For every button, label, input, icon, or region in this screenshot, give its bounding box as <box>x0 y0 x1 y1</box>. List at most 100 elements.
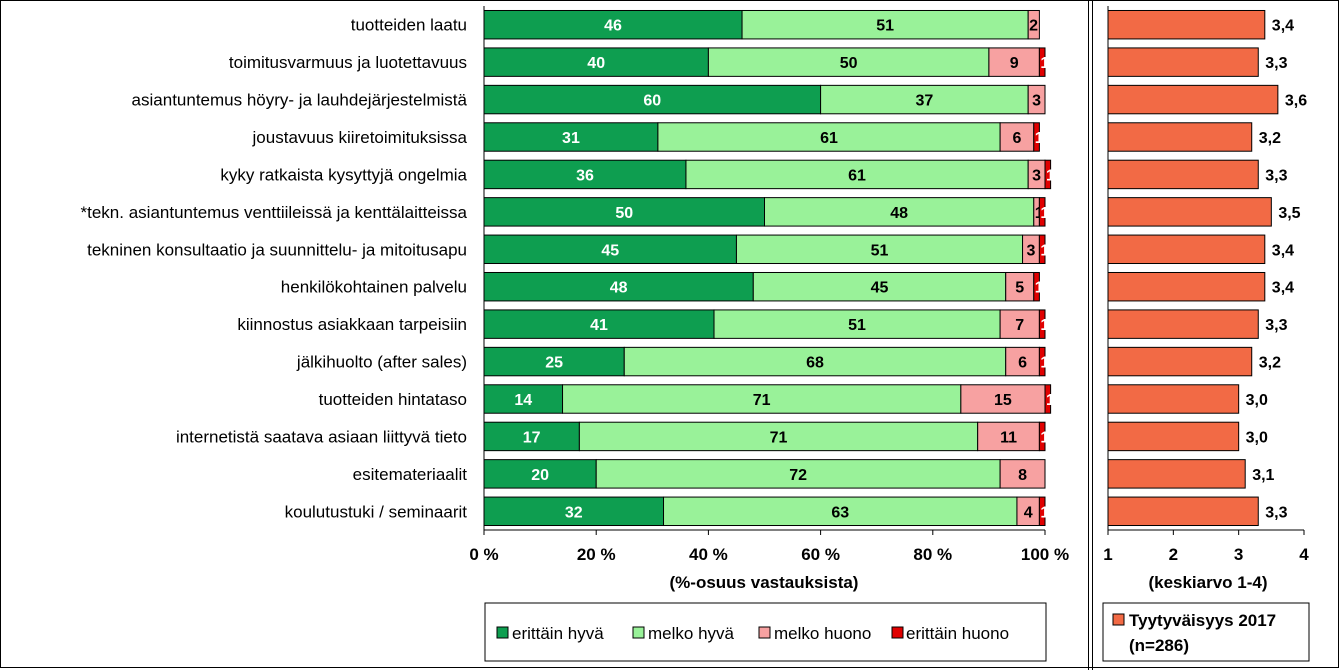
data-label: 1 <box>1040 205 1049 222</box>
average-data-label: 3,3 <box>1265 55 1287 72</box>
bar-segment <box>483 384 564 414</box>
panel-divider <box>1088 0 1093 670</box>
bar-segment <box>1038 346 1046 377</box>
x-axis-title-right: (keskiarvo 1-4) <box>1148 573 1267 592</box>
average-data-label: 3,3 <box>1265 317 1287 334</box>
average-bar <box>1107 459 1246 489</box>
category-label: kiinnostus asiakkaan tarpeisiin <box>237 315 467 334</box>
bar-segment <box>657 122 1001 152</box>
data-label: 61 <box>820 130 838 147</box>
average-data-label: 3,1 <box>1252 467 1274 484</box>
data-label: 2 <box>1029 18 1038 35</box>
x-tick-label-right: 1 <box>1103 545 1112 564</box>
data-label: 32 <box>565 504 583 521</box>
bar-segment <box>483 122 659 152</box>
bar-segment <box>483 234 737 265</box>
average-bar <box>1107 309 1259 339</box>
bar-segment <box>1044 384 1052 414</box>
bar-segment <box>752 271 1007 302</box>
legend-right: Tyytyväisyys 2017 (n=286) <box>1102 602 1310 662</box>
data-label: 7 <box>1015 317 1024 334</box>
data-label: 50 <box>840 55 858 72</box>
bar-segment <box>1038 496 1046 527</box>
category-label: tekninen konsultaatio ja suunnittelu- ja… <box>87 240 467 259</box>
data-label: 3 <box>1027 242 1036 259</box>
legend-label-melko-hyva: melko hyvä <box>648 624 735 643</box>
average-data-label: 3,5 <box>1278 205 1300 222</box>
data-label: 17 <box>523 429 541 446</box>
data-label: 1 <box>1040 355 1049 372</box>
average-bar <box>1107 47 1259 77</box>
bar-segment <box>685 159 1029 190</box>
data-label: 46 <box>604 18 622 35</box>
average-bar <box>1107 84 1279 115</box>
bar-segment <box>623 346 1007 377</box>
legend-swatch-erittain-hyva <box>496 626 509 639</box>
bar-segment <box>483 47 709 77</box>
average-data-label: 3,2 <box>1259 355 1281 372</box>
legend-swatch-melko-hyva <box>632 626 645 639</box>
data-label: 3 <box>1032 167 1041 184</box>
category-label: koulutustuki / seminaarit <box>285 502 468 521</box>
data-label: 51 <box>848 317 866 334</box>
legend-label-erittain-huono: erittäin huono <box>906 624 1009 643</box>
average-data-label: 3,0 <box>1246 392 1268 409</box>
bar-segment <box>1038 421 1046 452</box>
legend-label-melko-huono: melko huono <box>774 624 871 643</box>
bar-segment <box>483 159 687 190</box>
data-label: 72 <box>789 467 807 484</box>
average-data-label: 3,4 <box>1272 280 1294 297</box>
data-label: 5 <box>1015 280 1024 297</box>
bar-segment <box>1033 122 1040 152</box>
data-label: 71 <box>770 429 788 446</box>
category-label: joustavuus kiiretoimituksissa <box>252 128 468 147</box>
bar-segment <box>741 9 1029 40</box>
data-label: 48 <box>610 280 628 297</box>
x-tick-label-left: 0 % <box>469 545 498 564</box>
bar-segment <box>1027 9 1040 40</box>
data-label: 1 <box>1040 55 1049 72</box>
category-label: jälkihuolto (after sales) <box>296 353 467 372</box>
category-label: henkilökohtainen palvelu <box>281 278 467 297</box>
x-tick-label-left: 80 % <box>913 545 952 564</box>
data-label: 45 <box>871 280 889 297</box>
bar-segment <box>1033 271 1040 302</box>
data-label: 51 <box>876 18 894 35</box>
average-data-label: 3,6 <box>1285 93 1307 110</box>
data-label: 25 <box>545 355 563 372</box>
average-bar <box>1107 384 1240 414</box>
data-label: 1 <box>1040 242 1049 259</box>
average-bar <box>1107 271 1266 302</box>
data-label: 61 <box>848 167 866 184</box>
x-tick-label-left: 100 % <box>1021 545 1069 564</box>
bar-segment <box>999 122 1035 152</box>
average-bar <box>1107 496 1259 527</box>
category-label: internetistä saatava asiaan liittyvä tie… <box>176 427 467 446</box>
data-label: 15 <box>994 392 1012 409</box>
stacked-bars: 4651204050916037303161613661315048114551… <box>483 9 1057 527</box>
bar-segment <box>483 309 715 339</box>
axes: 0 % 20 % 40 % 60 % 80 % 100 % 1 2 3 4 <box>469 6 1309 564</box>
data-label: 9 <box>1010 55 1019 72</box>
data-label: 6 <box>1018 355 1027 372</box>
average-data-label: 3,0 <box>1246 429 1268 446</box>
category-label: *tekn. asiantuntemus venttiileissä ja ke… <box>81 203 468 222</box>
x-tick-label-right: 2 <box>1169 545 1178 564</box>
legend-label-n: (n=286) <box>1129 636 1189 655</box>
legend-swatch-tyytyvaisyys <box>1112 613 1125 626</box>
bar-segment <box>1038 309 1046 339</box>
data-label: 71 <box>753 392 771 409</box>
data-label: 51 <box>871 242 889 259</box>
category-label: tuotteiden laatu <box>351 16 467 35</box>
category-label: asiantuntemus höyry- ja lauhdejärjestelm… <box>132 91 468 110</box>
data-label: 20 <box>531 467 549 484</box>
average-bar <box>1107 346 1253 377</box>
average-bar <box>1107 159 1259 190</box>
data-label: 63 <box>831 504 849 521</box>
data-label: 11 <box>1000 429 1017 446</box>
legend-left: erittäin hyvä melko hyvä melko huono eri… <box>484 602 1047 662</box>
bar-segment <box>1038 47 1046 77</box>
data-label: 1 <box>1040 317 1049 334</box>
data-label: 1 <box>1040 504 1049 521</box>
